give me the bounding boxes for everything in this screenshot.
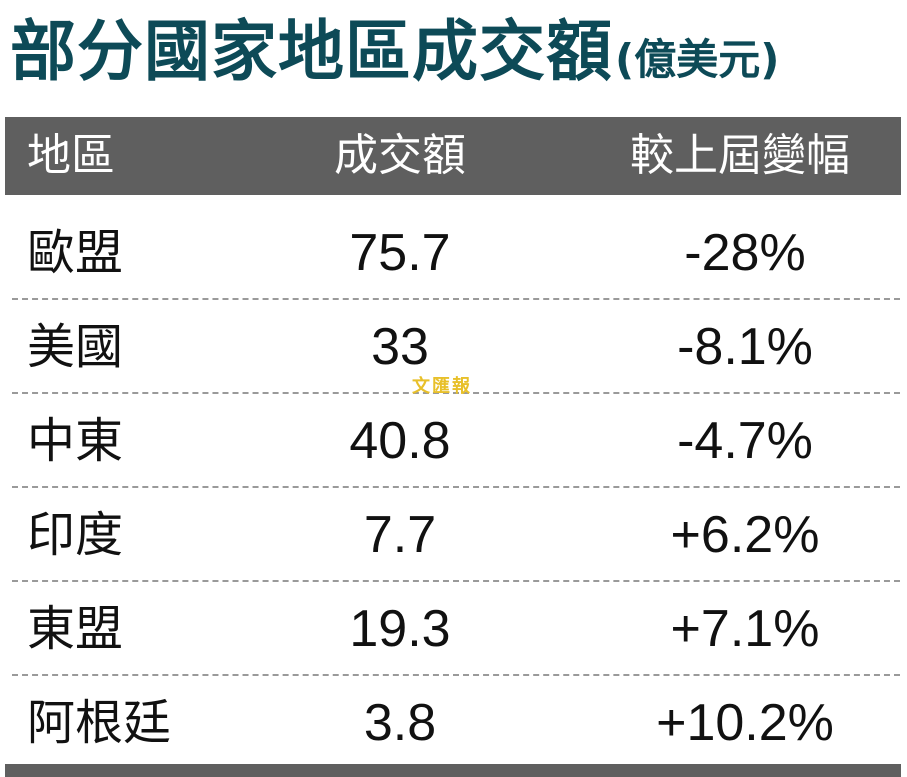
row-change: -4.7% bbox=[677, 412, 813, 470]
row-region: 美國 bbox=[27, 319, 124, 375]
row-divider bbox=[12, 580, 900, 582]
row-value: 33 bbox=[371, 318, 429, 376]
title-text: 部分國家地區成交額 bbox=[10, 13, 613, 90]
header-change: 較上屆變幅 bbox=[630, 130, 850, 181]
header-region: 地區 bbox=[27, 130, 115, 181]
row-value: 3.8 bbox=[363, 694, 437, 752]
row-divider bbox=[12, 392, 900, 394]
table-row: 阿根廷 3.8 +10.2% bbox=[5, 676, 901, 770]
table-header: 地區 成交額 較上屆變幅 bbox=[5, 117, 901, 195]
title-unit: (億美元) bbox=[615, 35, 780, 84]
table-row: 印度 7.7 +6.2% bbox=[5, 488, 901, 582]
watermark-logo: 文匯報 bbox=[412, 376, 472, 397]
row-region: 歐盟 bbox=[27, 225, 124, 281]
table-row: 東盟 19.3 +7.1% bbox=[5, 582, 901, 676]
row-region: 阿根廷 bbox=[27, 695, 172, 751]
row-value: 19.3 bbox=[349, 600, 451, 658]
row-change: -8.1% bbox=[677, 318, 813, 376]
row-change: +10.2% bbox=[656, 694, 834, 752]
row-change: -28% bbox=[684, 224, 806, 282]
row-divider bbox=[12, 298, 900, 300]
table-row: 中東 40.8 -4.7% bbox=[5, 394, 901, 488]
row-divider bbox=[12, 674, 900, 676]
row-change: +7.1% bbox=[670, 600, 820, 658]
row-value: 75.7 bbox=[349, 224, 451, 282]
table-row: 歐盟 75.7 -28% bbox=[5, 206, 901, 300]
row-divider bbox=[12, 486, 900, 488]
row-region: 印度 bbox=[27, 507, 124, 563]
row-value: 7.7 bbox=[363, 506, 437, 564]
header-value: 成交額 bbox=[334, 130, 466, 181]
bottom-bar bbox=[5, 764, 901, 777]
row-region: 東盟 bbox=[27, 601, 124, 657]
row-region: 中東 bbox=[27, 413, 124, 469]
row-value: 40.8 bbox=[349, 412, 451, 470]
row-change: +6.2% bbox=[670, 506, 820, 564]
table-row: 美國 33 -8.1% bbox=[5, 300, 901, 394]
chart-title: 部分國家地區成交額 (億美元) bbox=[10, 2, 779, 102]
